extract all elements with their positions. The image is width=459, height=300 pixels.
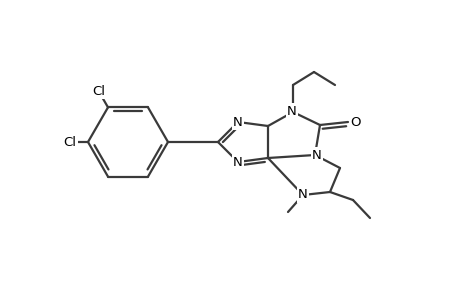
Text: N: N [233,155,242,169]
Text: Cl: Cl [92,85,105,98]
Text: N: N [286,104,296,118]
Text: O: O [350,116,360,128]
Text: N: N [233,116,242,128]
Text: N: N [297,188,307,202]
Text: Cl: Cl [63,136,76,148]
Text: N: N [312,148,321,161]
